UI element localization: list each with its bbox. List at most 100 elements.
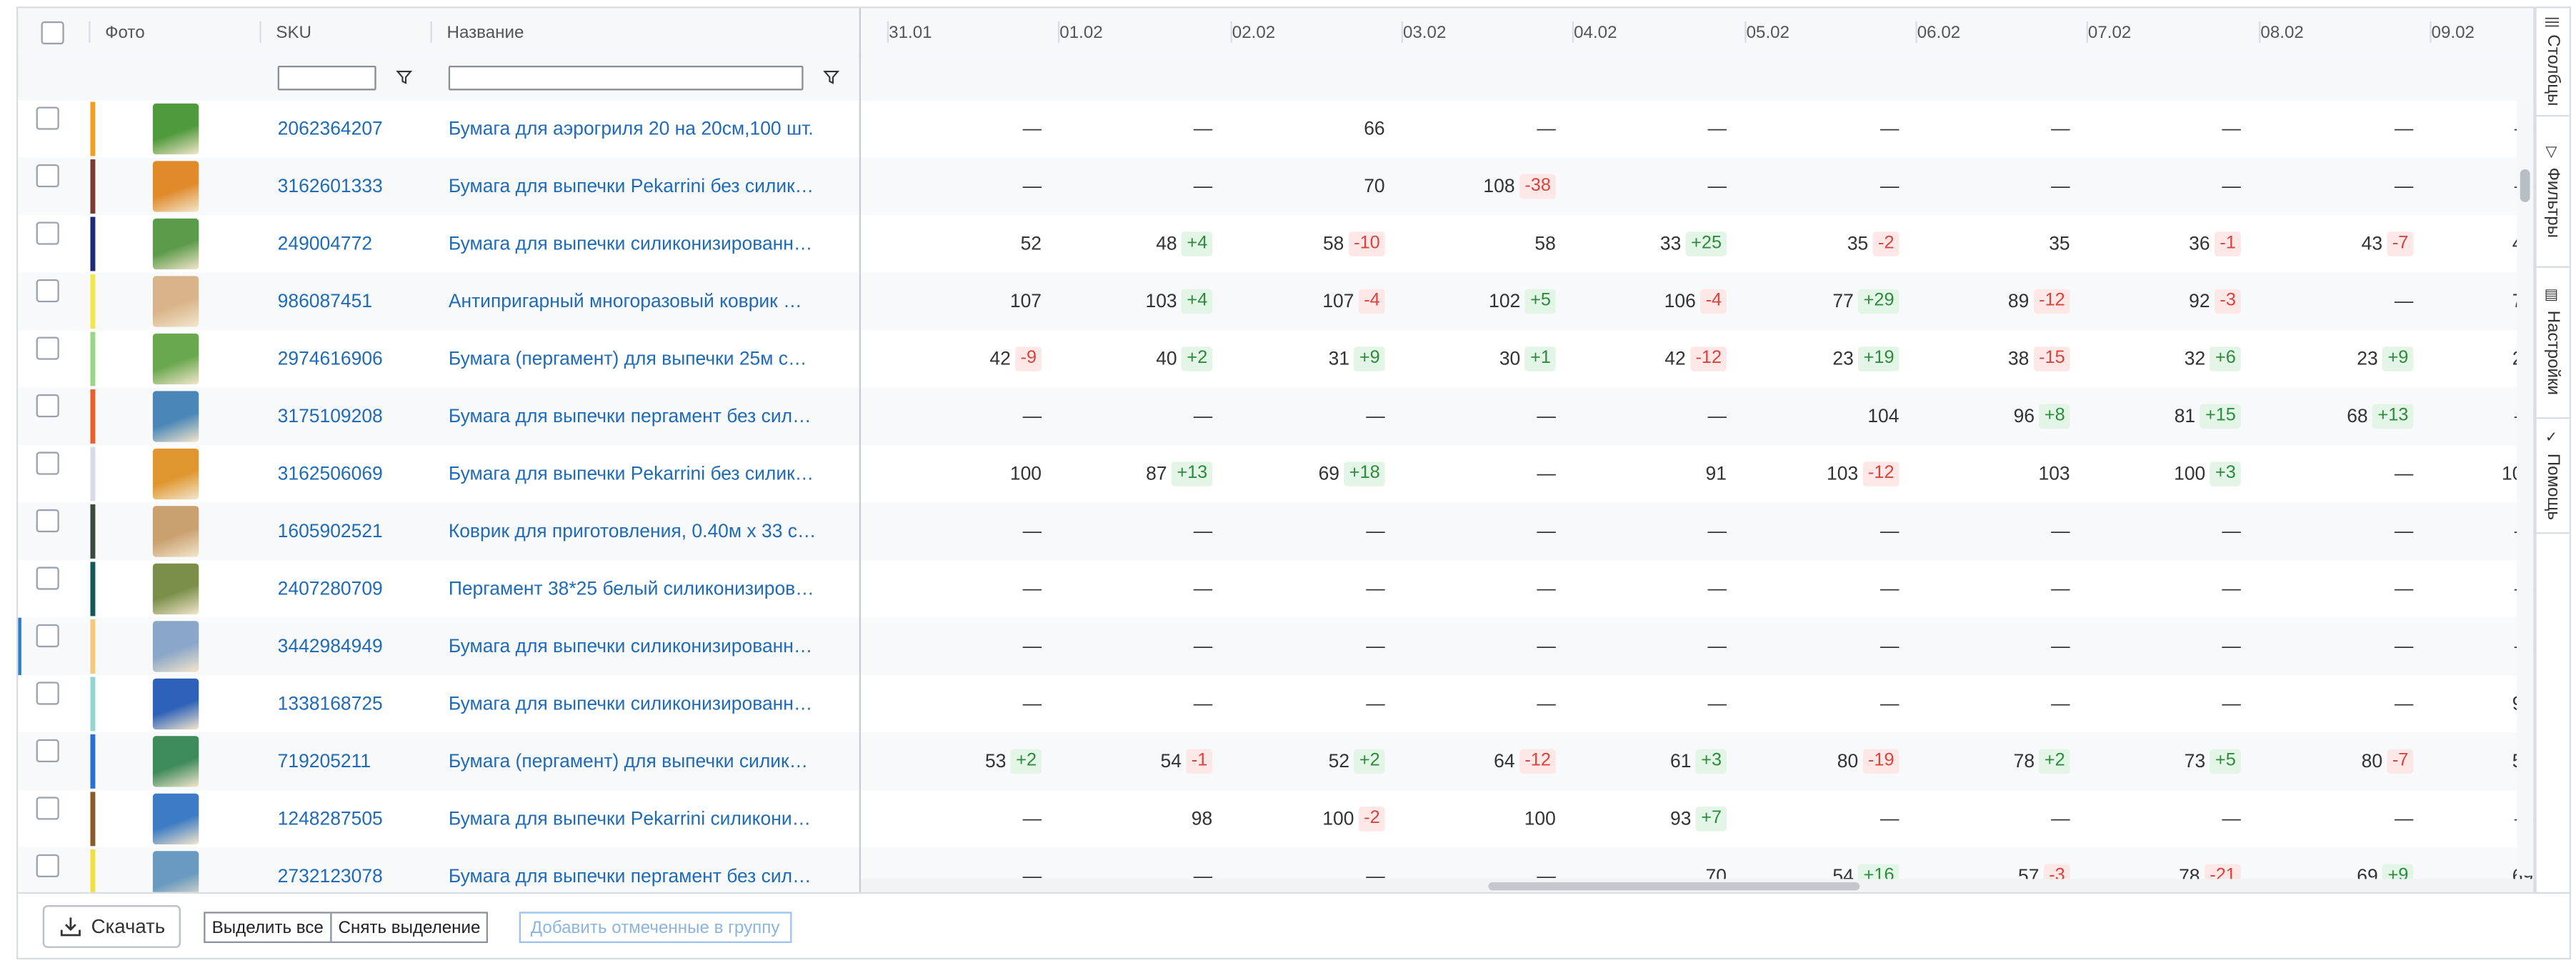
row-checkbox[interactable]	[36, 164, 59, 188]
product-name-link[interactable]: Пергамент 38*25 белый силиконизиров…	[448, 579, 814, 599]
product-name-link[interactable]: Бумага для выпечки пергамент без сил…	[448, 406, 812, 426]
sku-link[interactable]: 3162506069	[277, 464, 383, 484]
table-row[interactable]: 3175109208 Бумага для выпечки пергамент б…	[18, 387, 2534, 447]
sku-link[interactable]: 719205211	[277, 752, 371, 772]
sku-link[interactable]: 3442984949	[277, 637, 383, 657]
product-thumbnail[interactable]	[152, 563, 199, 615]
row-checkbox[interactable]	[36, 797, 59, 820]
sku-filter-input[interactable]	[277, 65, 376, 91]
select-all-button[interactable]: Выделить все	[211, 917, 324, 937]
table-row[interactable]: 1248287505 Бумага для выпечки Pekarrini с…	[18, 790, 2534, 849]
select-all-checkbox-cell[interactable]	[34, 8, 71, 56]
row-checkbox[interactable]	[36, 509, 59, 533]
name-filter-input[interactable]	[448, 65, 804, 91]
row-checkbox[interactable]	[36, 854, 59, 878]
product-name-link[interactable]: Бумага для выпечки пергамент без сил…	[448, 867, 812, 887]
product-name-link[interactable]: Бумага для выпечки Pekarrini без силик…	[448, 176, 814, 196]
sku-link[interactable]: 2407280709	[277, 579, 383, 599]
table-row[interactable]: 719205211 Бумага (пергамент) для выпечки …	[18, 732, 2534, 792]
sku-link[interactable]: 1248287505	[277, 809, 383, 829]
product-thumbnail[interactable]	[152, 333, 199, 385]
header-date[interactable]: 08.02	[2260, 8, 2431, 56]
table-row[interactable]: 3162506069 Бумага для выпечки Pekarrini б…	[18, 445, 2534, 505]
tab-filters[interactable]: ▽ Фильтры	[2536, 115, 2570, 268]
table-row[interactable]: 2974616906 Бумага (пергамент) для выпечки…	[18, 330, 2534, 390]
product-thumbnail[interactable]	[152, 851, 199, 892]
product-thumbnail[interactable]	[152, 678, 199, 730]
row-checkbox[interactable]	[36, 451, 59, 475]
tab-help[interactable]: ✓ Помощь	[2536, 417, 2570, 534]
table-row[interactable]: 1338168725 Бумага для выпечки силиконизир…	[18, 675, 2534, 734]
horizontal-scrollbar-thumb[interactable]	[1488, 882, 1860, 891]
row-checkbox[interactable]	[36, 624, 59, 648]
table-row[interactable]: 3442984949 Бумага для выпечки силиконизир…	[18, 617, 2534, 677]
sku-link[interactable]: 2732123078	[277, 867, 383, 887]
header-date[interactable]: 31.01	[889, 8, 1059, 56]
product-thumbnail[interactable]	[152, 276, 199, 327]
table-row[interactable]: 2407280709 Пергамент 38*25 белый силикони…	[18, 560, 2534, 619]
product-name-link[interactable]: Бумага для аэрогриля 20 на 20см,100 шт.	[448, 119, 814, 139]
row-checkbox[interactable]	[36, 682, 59, 705]
product-thumbnail[interactable]	[152, 161, 199, 212]
sku-link[interactable]: 986087451	[277, 291, 373, 311]
product-thumbnail[interactable]	[152, 621, 199, 672]
header-sku[interactable]: SKU	[259, 8, 430, 56]
product-thumbnail[interactable]	[152, 218, 199, 270]
row-checkbox[interactable]	[36, 221, 59, 245]
row-checkbox[interactable]	[36, 279, 59, 303]
vertical-scrollbar-thumb[interactable]	[2520, 169, 2530, 202]
row-checkbox[interactable]	[36, 394, 59, 418]
sku-link[interactable]: 2062364207	[277, 119, 383, 139]
header-date[interactable]: 03.02	[1403, 8, 1574, 56]
product-thumbnail[interactable]	[152, 448, 199, 500]
sku-link[interactable]: 249004772	[277, 234, 373, 254]
name-filter-funnel-icon[interactable]	[823, 69, 840, 86]
sku-link[interactable]: 1338168725	[277, 694, 383, 714]
product-name-link[interactable]: Бумага для выпечки Pekarrini силикони…	[448, 809, 812, 829]
row-checkbox[interactable]	[36, 567, 59, 590]
sku-filter-funnel-icon[interactable]	[396, 69, 413, 86]
sku-link[interactable]: 3175109208	[277, 406, 383, 426]
product-name-link[interactable]: Бумага (пергамент) для выпечки силик…	[448, 752, 809, 772]
table-row[interactable]: 1605902521 Коврик для приготовления, 0.40…	[18, 502, 2534, 562]
header-date[interactable]: 01.02	[1059, 8, 1230, 56]
select-all-checkbox[interactable]	[41, 20, 64, 44]
product-thumbnail[interactable]	[152, 793, 199, 845]
tab-settings[interactable]: ▤ Настройки	[2536, 266, 2570, 419]
table-row[interactable]: 249004772 Бумага для выпечки силиконизиро…	[18, 215, 2534, 275]
table-row[interactable]: 986087451 Антипригарный многоразовый ковр…	[18, 272, 2534, 332]
value-number: —	[2222, 579, 2241, 599]
header-date[interactable]: 02.02	[1232, 8, 1403, 56]
row-checkbox[interactable]	[36, 739, 59, 763]
table-row[interactable]: 3162601333 Бумага для выпечки Pekarrini б…	[18, 157, 2534, 217]
product-name-link[interactable]: Бумага для выпечки силиконизированн…	[448, 637, 813, 657]
product-name-link[interactable]: Бумага для выпечки силиконизированн…	[448, 694, 813, 714]
add-to-group-button[interactable]: Добавить отмеченные в группу	[519, 912, 792, 944]
download-button[interactable]: Скачать	[42, 905, 181, 948]
product-thumbnail[interactable]	[152, 506, 199, 557]
deselect-button[interactable]: Снять выделение	[330, 913, 487, 942]
product-thumbnail[interactable]	[152, 391, 199, 442]
table-row[interactable]: 2062364207 Бумага для аэрогриля 20 на 20с…	[18, 100, 2534, 160]
product-thumbnail[interactable]	[152, 736, 199, 787]
row-checkbox[interactable]	[36, 106, 59, 130]
product-name-link[interactable]: Бумага для выпечки силиконизированн…	[448, 234, 813, 254]
row-checkbox[interactable]	[36, 336, 59, 360]
vertical-scrollbar[interactable]	[2517, 100, 2534, 876]
tab-columns[interactable]: ||| Столбцы	[2536, 8, 2570, 117]
header-date[interactable]: 04.02	[1574, 8, 1744, 56]
header-name[interactable]: Название	[431, 8, 859, 56]
product-name-link[interactable]: Бумага для выпечки Pekarrini без силик…	[448, 464, 814, 484]
sku-link[interactable]: 1605902521	[277, 522, 383, 542]
header-date[interactable]: 06.02	[1917, 8, 2088, 56]
product-name-link[interactable]: Коврик для приготовления, 0.40м x 33 с…	[448, 522, 817, 542]
header-date[interactable]: 09.02	[2432, 8, 2534, 56]
header-photo[interactable]: Фото	[89, 8, 259, 56]
product-name-link[interactable]: Бумага (пергамент) для выпечки 25м с…	[448, 349, 807, 369]
product-name-link[interactable]: Антипригарный многоразовый коврик …	[448, 291, 802, 311]
header-date[interactable]: 05.02	[1747, 8, 1917, 56]
sku-link[interactable]: 3162601333	[277, 176, 383, 196]
sku-link[interactable]: 2974616906	[277, 349, 383, 369]
header-date[interactable]: 07.02	[2088, 8, 2259, 56]
product-thumbnail[interactable]	[152, 103, 199, 155]
